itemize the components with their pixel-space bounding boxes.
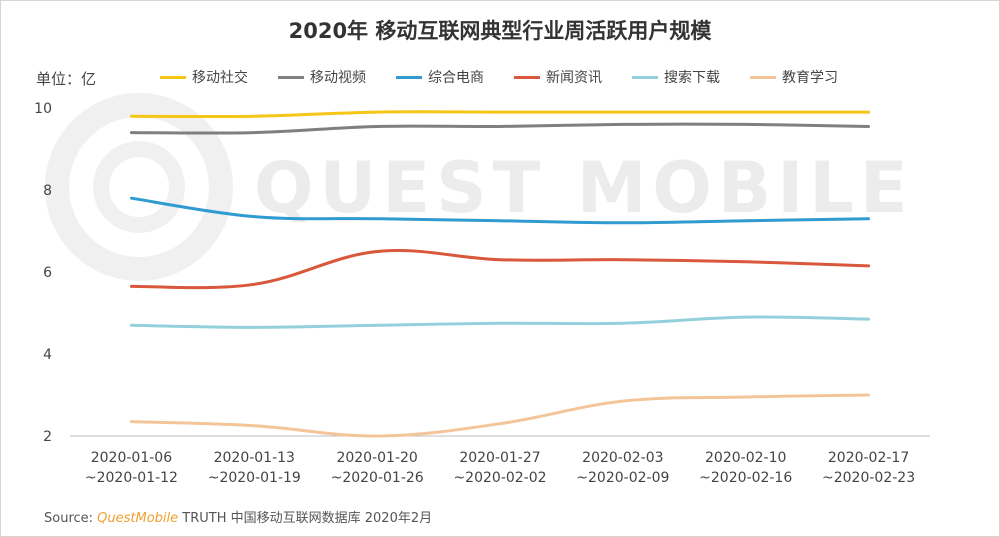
legend-item: 移动社交 (160, 66, 248, 88)
legend-item: 新闻资讯 (514, 66, 602, 88)
legend-label: 综合电商 (428, 70, 484, 86)
legend-swatch (160, 75, 186, 79)
legend-swatch (750, 75, 776, 79)
series-lines (129, 110, 871, 438)
x-tick-label: ~2020-02-02 (453, 470, 546, 486)
x-tick-label: 2020-01-13 (214, 450, 295, 466)
x-tick-label: ~2020-02-16 (699, 470, 792, 486)
series-line (129, 122, 871, 135)
legend-label: 搜索下载 (664, 70, 720, 86)
x-tick-label: ~2020-02-23 (822, 470, 915, 486)
source-prefix: Source: (44, 511, 98, 526)
y-tick-label: 4 (43, 347, 52, 363)
legend-label: 教育学习 (782, 70, 838, 86)
series-line (129, 196, 871, 225)
x-tick-label: 2020-02-10 (705, 450, 786, 466)
series-line (129, 110, 871, 119)
legend-item: 搜索下载 (632, 66, 720, 88)
legend-label: 移动社交 (192, 70, 248, 86)
y-tick-label: 10 (34, 101, 52, 117)
legend-item: 教育学习 (750, 66, 838, 88)
y-tick-label: 8 (43, 183, 52, 199)
legend-swatch (278, 75, 304, 79)
y-tick-labels: 2 4 6 8 10 (34, 101, 52, 445)
legend: 移动社交 移动视频 综合电商 新闻资讯 搜索下载 教育学习 (160, 66, 868, 88)
source-brand: QuestMobile (97, 511, 179, 526)
watermark: QUEST MOBILE (45, 93, 914, 281)
legend-swatch (632, 75, 658, 79)
watermark-text: QUEST MOBILE (254, 147, 914, 229)
x-tick-label: ~2020-01-12 (85, 470, 178, 486)
x-tick-label: 2020-01-06 (91, 450, 172, 466)
x-tick-label: 2020-02-03 (582, 450, 663, 466)
watermark-logo-icon (45, 93, 233, 281)
x-tick-labels: 2020-01-06 ~2020-01-12 2020-01-13 ~2020-01-… (85, 450, 915, 486)
x-tick-label: 2020-02-17 (828, 450, 909, 466)
x-tick-label: 2020-01-20 (336, 450, 417, 466)
x-tick-label: ~2020-01-26 (331, 470, 424, 486)
y-tick-label: 2 (43, 429, 52, 445)
legend-item: 综合电商 (396, 66, 484, 88)
series-line (129, 248, 871, 290)
legend-swatch (396, 75, 422, 79)
unit-label: 单位：亿 (36, 70, 97, 88)
series-line (129, 315, 871, 329)
source-note: Source: QuestMobile TRUTH 中国移动互联网数据库 202… (44, 507, 432, 526)
legend-swatch (514, 75, 540, 79)
chart-title: 2020年 移动互联网典型行业周活跃用户规模 (288, 19, 712, 43)
legend-label: 移动视频 (310, 70, 366, 86)
legend-item: 移动视频 (278, 66, 366, 88)
x-tick-label: ~2020-02-09 (576, 470, 669, 486)
source-rest: TRUTH 中国移动互联网数据库 2020年2月 (178, 511, 433, 526)
x-tick-label: ~2020-01-19 (208, 470, 301, 486)
x-tick-label: 2020-01-27 (459, 450, 540, 466)
y-tick-label: 6 (43, 265, 52, 281)
legend-label: 新闻资讯 (546, 70, 602, 86)
series-line (129, 393, 871, 438)
